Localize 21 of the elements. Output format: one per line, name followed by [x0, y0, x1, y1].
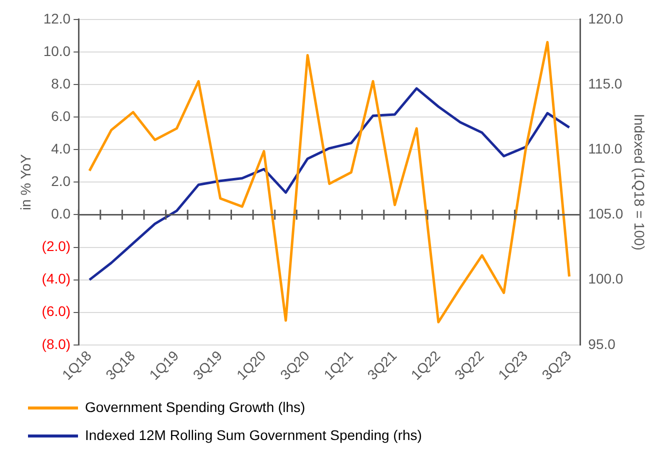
- y-tick-label: 10.0: [43, 42, 71, 59]
- y2-axis-title: Indexed (1Q18 = 100): [632, 114, 648, 250]
- y-axis-title: in % YoY: [17, 153, 34, 210]
- y-tick-label: (2.0): [42, 238, 71, 254]
- y2-tick-label: 120.0: [588, 10, 624, 26]
- y-tick-label: 2.0: [51, 173, 71, 190]
- y2-tick-label: 100.0: [588, 270, 624, 287]
- y2-tick-label: 110.0: [588, 140, 622, 156]
- y-tick-label: (6.0): [42, 303, 71, 320]
- y-tick-label: (4.0): [42, 270, 71, 287]
- y-tick-label: 12.0: [43, 10, 71, 26]
- legend-label: Government Spending Growth (lhs): [85, 398, 306, 415]
- y-tick-label: 4.0: [51, 140, 71, 156]
- y-tick-label: (8.0): [42, 336, 71, 352]
- y2-tick-label: 95.0: [588, 336, 616, 352]
- y2-tick-label: 115.0: [588, 75, 622, 92]
- y-tick-label: 6.0: [51, 108, 71, 124]
- y2-tick-label: 105.0: [588, 206, 624, 222]
- y-tick-label: 8.0: [51, 75, 71, 92]
- y-tick-label: 0.0: [51, 206, 71, 222]
- legend-label: Indexed 12M Rolling Sum Government Spending (rhs): [85, 426, 422, 443]
